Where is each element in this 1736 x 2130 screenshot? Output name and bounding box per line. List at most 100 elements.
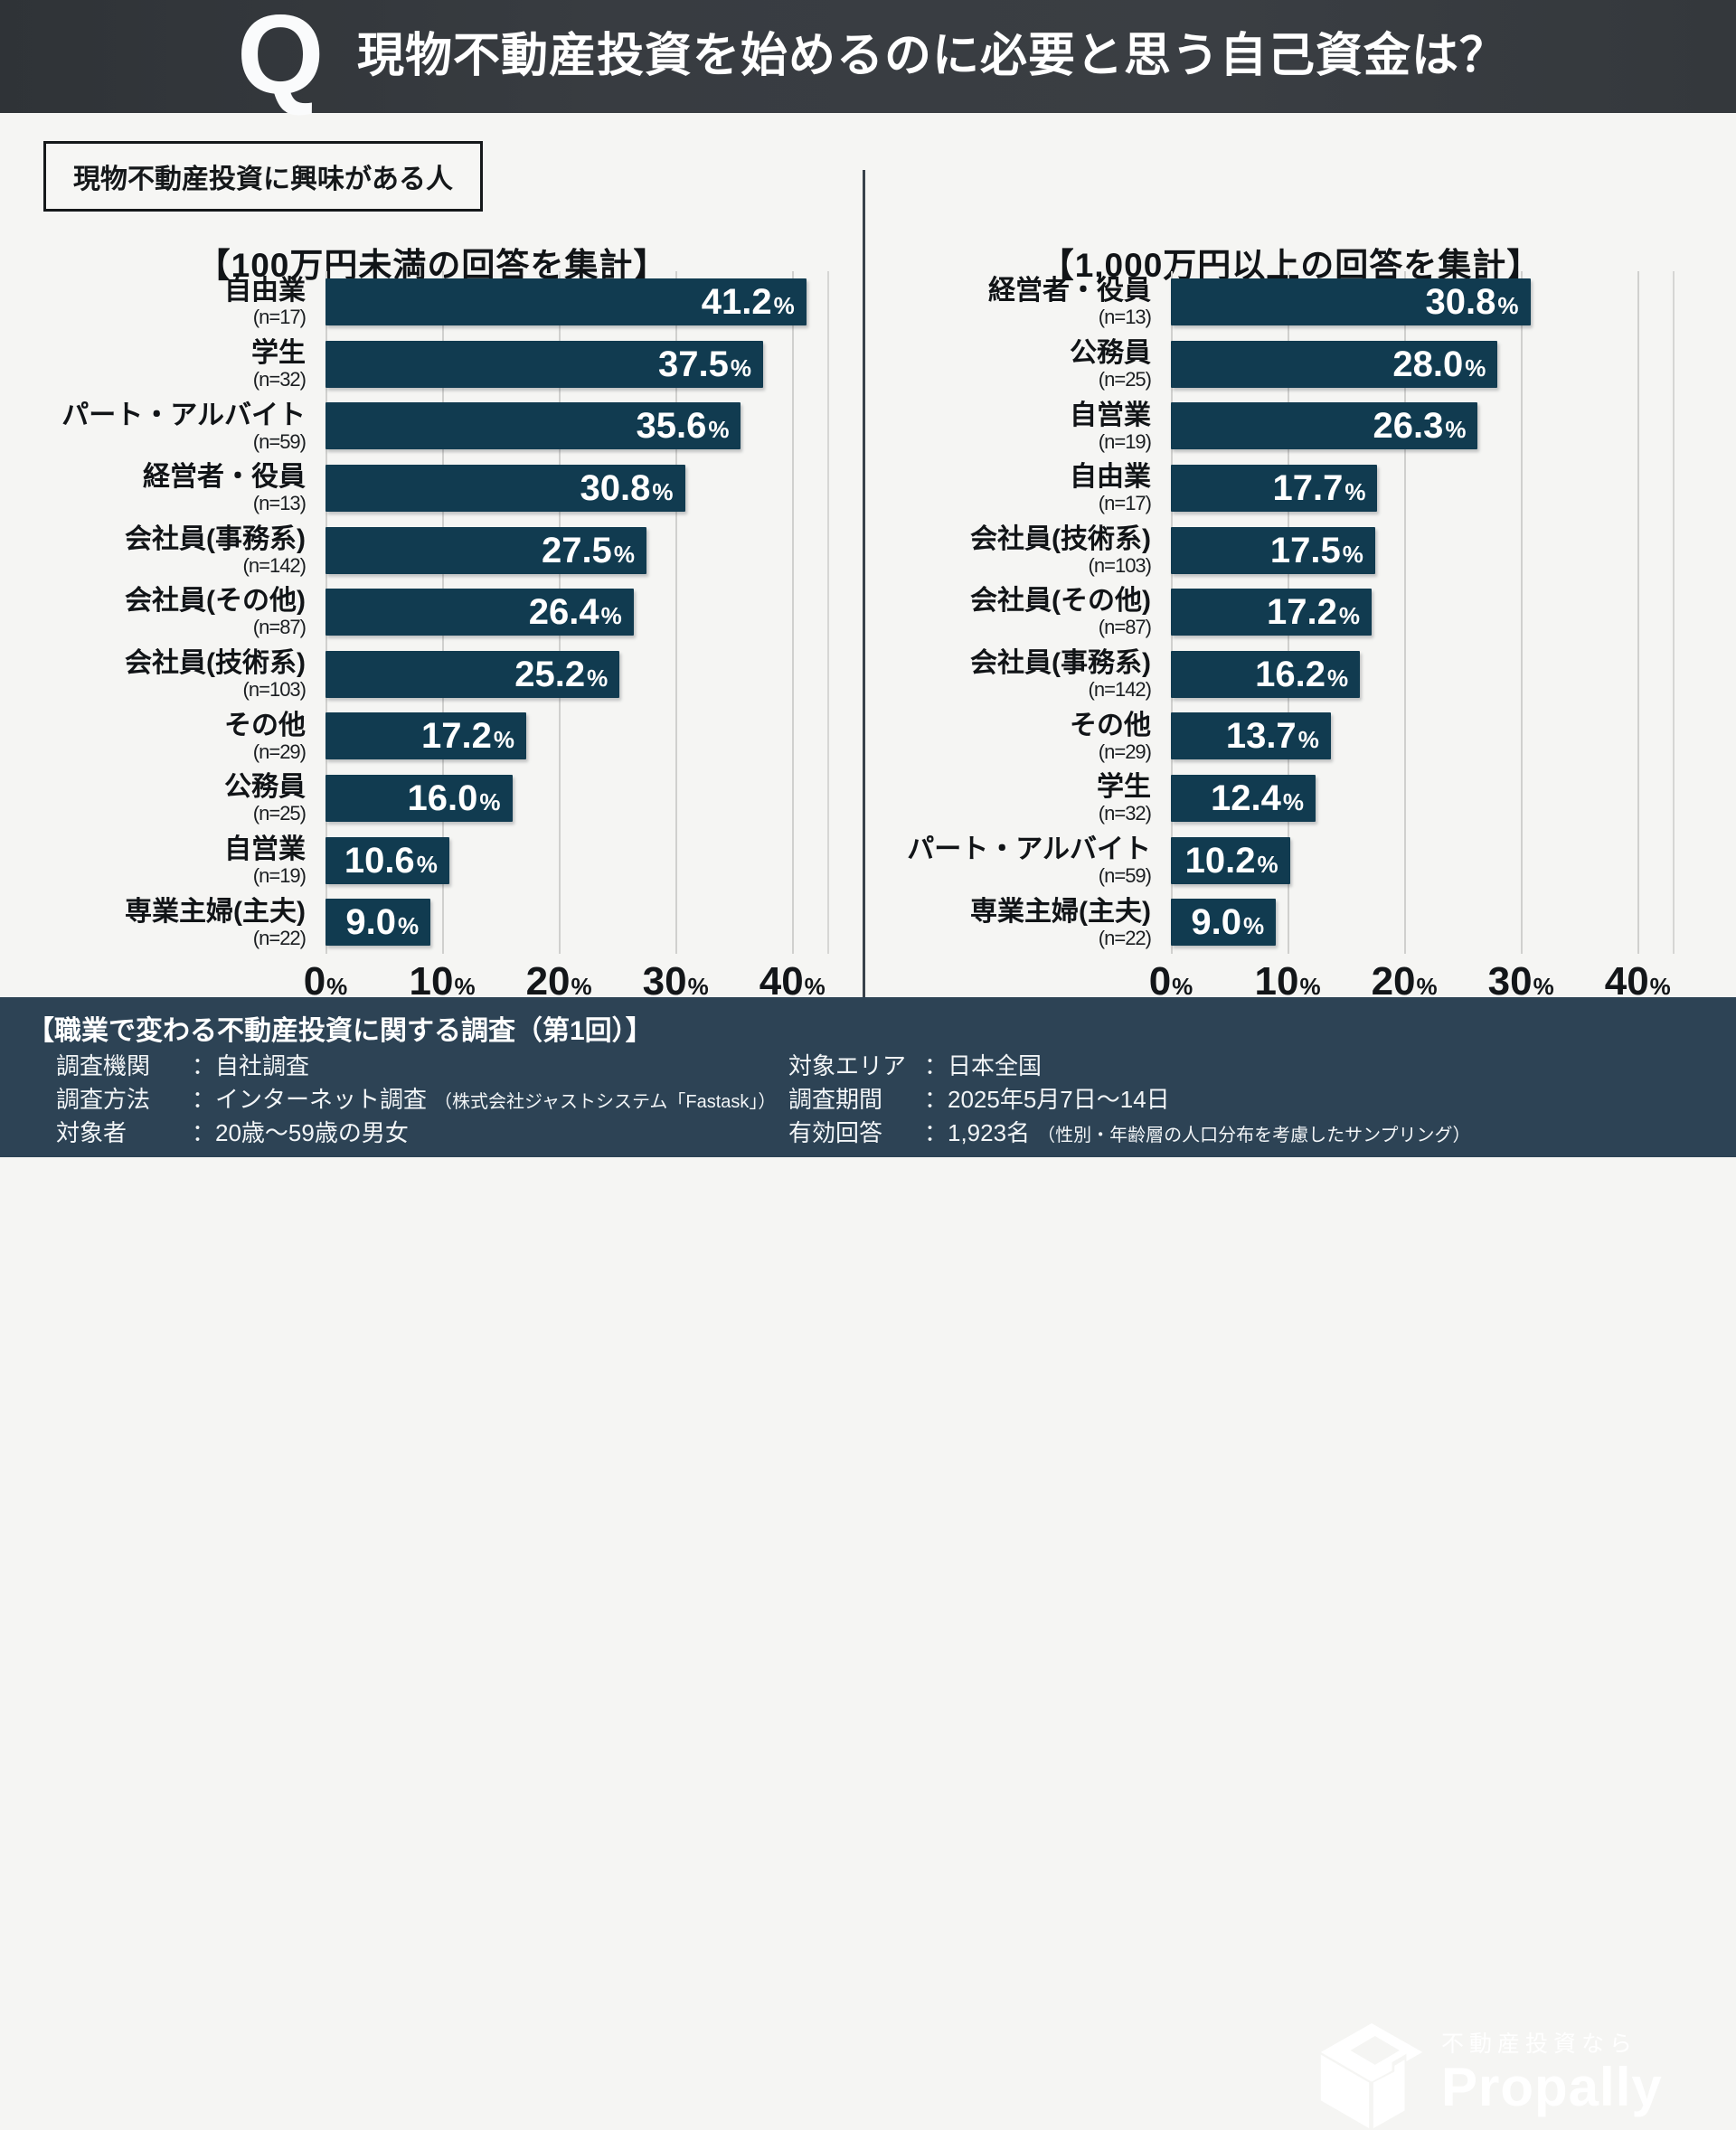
x-axis-tick-label: 0%	[1148, 959, 1194, 1004]
bar-value-label: 17.2%	[1267, 592, 1360, 633]
meta-value: ：日本全国	[924, 1052, 1043, 1079]
category-sample-size: (n=25)	[1098, 367, 1152, 391]
x-axis-tick-label: 40%	[759, 959, 826, 1004]
bar-value-label: 26.4%	[528, 592, 622, 633]
category-row: パート・アルバイト (n=59)	[845, 830, 1164, 892]
bar-row: 10.6%	[326, 830, 827, 892]
meta-label: 調査方法	[56, 1086, 151, 1113]
category-sample-size: (n=17)	[252, 306, 307, 329]
meta-label: 調査期間	[788, 1086, 883, 1113]
bar-row: 12.4%	[1171, 768, 1673, 830]
bar-value-label: 30.8%	[580, 467, 674, 508]
bar-row: 13.7%	[1171, 705, 1673, 768]
bar-row: 25.2%	[326, 644, 827, 706]
meta-value: ：インターネット調査	[192, 1086, 428, 1113]
category-sample-size: (n=32)	[252, 367, 307, 391]
bar-value-label: 37.5%	[658, 344, 751, 384]
chart-title: 【1,000万円以上の回答を集計】	[1040, 246, 1542, 284]
category-sample-size: (n=13)	[252, 492, 307, 515]
meta-note: （性別・年齢層の人口分布を考慮したサンプリング）	[1037, 1126, 1471, 1145]
bar: 17.5%	[1171, 526, 1375, 574]
bar-value-label: 16.2%	[1255, 654, 1349, 694]
bar: 13.7%	[1171, 712, 1331, 760]
category-label: 自由業	[224, 276, 306, 306]
bar-row: 28.0%	[1171, 334, 1673, 396]
category-label: 経営者・役員	[988, 276, 1151, 306]
bar-row: 17.5%	[1171, 520, 1673, 582]
x-axis: 0% 10% 20% 30% 40%	[304, 959, 827, 1013]
bar-row: 26.3%	[1171, 395, 1673, 457]
category-label: 公務員	[224, 772, 306, 803]
category-row: その他 (n=29)	[0, 705, 318, 768]
meta-value: ：自社調査	[192, 1052, 310, 1079]
category-row: 会社員(その他) (n=87)	[845, 581, 1164, 644]
meta-value: ：1,923名	[924, 1119, 1031, 1146]
bar: 37.5%	[326, 340, 763, 388]
category-row: 経営者・役員 (n=13)	[845, 271, 1164, 334]
category-row: 公務員 (n=25)	[845, 334, 1164, 396]
category-row: 自由業 (n=17)	[0, 271, 318, 334]
meta-label: 調査機関	[56, 1052, 151, 1079]
meta-row: 調査方法 ：インターネット調査 （株式会社ジャストシステム「Fastask」）	[56, 1081, 776, 1115]
gridline	[1637, 271, 1640, 954]
bar-value-label: 28.0%	[1392, 344, 1486, 384]
page-title: 現物不動産投資を始めるのに必要と思う自己資金は？	[357, 30, 1508, 82]
category-row: 自由業 (n=17)	[845, 457, 1164, 520]
gridline	[1404, 271, 1407, 954]
bar: 17.2%	[1171, 589, 1372, 636]
category-sample-size: (n=29)	[1098, 740, 1152, 763]
bar: 25.2%	[326, 650, 620, 698]
category-label: 経営者・役員	[143, 462, 306, 493]
bar-row: 17.2%	[1171, 581, 1673, 644]
category-row: 公務員 (n=25)	[0, 768, 318, 830]
bar-value-label: 35.6%	[636, 406, 730, 447]
category-label: パート・アルバイト	[61, 400, 306, 430]
bar-value-label: 17.2%	[421, 716, 514, 757]
category-label: その他	[224, 710, 306, 740]
bar-value-label: 9.0%	[345, 902, 420, 943]
category-label: 専業主婦(主夫)	[125, 896, 306, 927]
category-sample-size: (n=29)	[252, 740, 307, 763]
bar-row: 27.5%	[326, 520, 827, 582]
bar-value-label: 9.0%	[1191, 902, 1265, 943]
category-sample-size: (n=142)	[242, 553, 307, 577]
logo-text: 不動産投資なら Propally	[1441, 2031, 1663, 2117]
meta-label: 対象エリア	[788, 1052, 907, 1079]
category-label: 自営業	[224, 834, 306, 864]
bar-row: 37.5%	[326, 334, 827, 396]
category-row: パート・アルバイト (n=59)	[0, 395, 318, 457]
x-axis-tick-label: 10%	[1254, 959, 1321, 1004]
category-axis: 経営者・役員 (n=13) 公務員 (n=25) 自営業 (n=19) 自由業 …	[845, 271, 1164, 954]
category-sample-size: (n=19)	[252, 863, 307, 887]
x-axis-tick-label: 10%	[409, 959, 476, 1004]
bar: 9.0%	[1171, 899, 1277, 947]
bar-value-label: 13.7%	[1225, 716, 1319, 757]
category-label: 学生	[1097, 772, 1151, 803]
bar: 41.2%	[326, 278, 807, 325]
category-row: 自営業 (n=19)	[845, 395, 1164, 457]
bar-value-label: 12.4%	[1211, 778, 1305, 818]
x-axis: 0% 10% 20% 30% 40%	[1149, 959, 1673, 1013]
bar: 26.4%	[326, 589, 634, 636]
category-sample-size: (n=142)	[1088, 678, 1152, 702]
chart-over-10m-yen: 【1,000万円以上の回答を集計】 経営者・役員 (n=13) 公務員 (n=2…	[845, 208, 1736, 1022]
category-sample-size: (n=87)	[252, 616, 307, 639]
category-label: その他	[1070, 710, 1151, 740]
category-label: 公務員	[1070, 337, 1151, 368]
meta-row: 調査機関 ：自社調査	[56, 1048, 776, 1081]
survey-meta-right: 対象エリア ：日本全国 調査期間 ：2025年5月7日～14日 有効回答 ：1,…	[788, 1048, 1470, 1148]
bar: 10.6%	[326, 836, 449, 884]
bar-row: 16.0%	[326, 768, 827, 830]
category-row: 会社員(事務系) (n=142)	[845, 644, 1164, 706]
meta-row: 有効回答 ：1,923名 （性別・年齢層の人口分布を考慮したサンプリング）	[788, 1115, 1470, 1148]
category-row: 経営者・役員 (n=13)	[0, 457, 318, 520]
category-row: 専業主婦(主夫) (n=22)	[845, 891, 1164, 954]
bar-row: 35.6%	[326, 395, 827, 457]
propally-logo: 不動産投資なら Propally	[1320, 2022, 1709, 2130]
bar-value-label: 16.0%	[407, 778, 501, 818]
x-axis-tick-label: 40%	[1604, 959, 1671, 1004]
category-sample-size: (n=22)	[1098, 926, 1152, 949]
category-row: 自営業 (n=19)	[0, 830, 318, 892]
category-row: 会社員(その他) (n=87)	[0, 581, 318, 644]
